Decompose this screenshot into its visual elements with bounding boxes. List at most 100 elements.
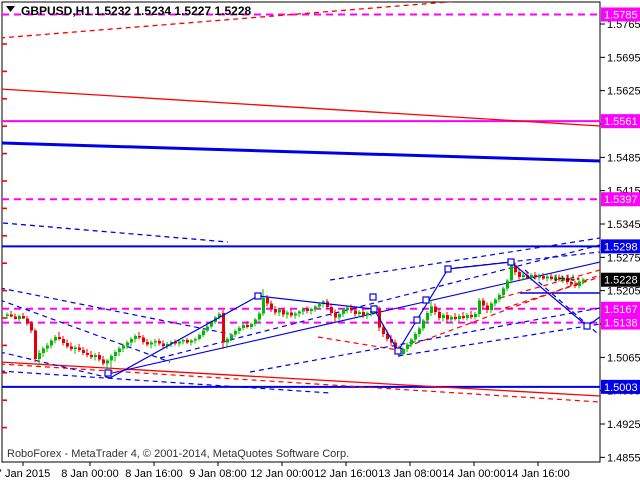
zigzag-vertex-square [583,322,591,330]
candle-bear [362,312,365,316]
dashed-trendline[interactable] [0,300,171,363]
candle-bull [54,336,57,341]
candle-bear [454,316,457,319]
candle-bear [102,359,105,364]
left-edge-tick-marks [2,43,7,429]
dashed-trendline[interactable] [0,287,231,335]
chart-collapse-arrow-icon[interactable] [6,6,15,12]
candle-bull [202,330,205,335]
candle-bull [358,312,361,314]
candle-bear [518,272,521,277]
dashed-trendline[interactable] [2,222,229,243]
candle-bull [458,315,461,319]
y-tick-label: 1.5345 [607,219,640,231]
y-tick-label: 1.5765 [607,19,640,31]
candle-bull [298,311,301,314]
candle-bull [578,281,581,286]
candle-bull [6,314,9,316]
candle-bear [290,312,293,316]
solid-trendline[interactable] [107,261,600,375]
candle-bull [126,342,129,346]
y-tick-label: 1.5065 [607,352,640,364]
zigzag-line[interactable] [109,261,600,379]
candle-bull [502,288,505,295]
candle-bear [434,306,437,313]
candle-bull [478,300,481,314]
dashed-trendline[interactable] [159,244,600,359]
candle-bull [218,314,221,318]
price-label-bg [601,7,640,22]
dashed-trendline[interactable] [0,370,331,394]
y-tick-label: 1.5625 [607,86,640,98]
candle-bear [550,276,553,279]
candle-bear [438,312,441,318]
candle-bull [154,341,157,343]
candle-bull [410,339,413,345]
candle-bear [142,337,145,343]
candle-bull [442,314,445,318]
candle-annotation-glyph: + [558,274,566,284]
dashed-trendline[interactable] [504,276,600,309]
candle-bull [546,276,549,279]
candle-bear [82,350,85,354]
x-tick-label: 9 Jan 08:00 [189,468,247,480]
zigzag-vertex-square [422,296,430,304]
dashed-trendline[interactable] [0,363,600,403]
candle-bull [426,313,429,321]
copyright-text: RoboForex - MetaTrader 4, © 2001-2014, M… [7,448,349,460]
candle-bull [130,338,133,343]
candle-bear [446,314,449,320]
solid-trendline[interactable] [0,141,600,163]
dashed-trendline[interactable] [329,237,600,281]
candle-bull [366,313,369,316]
candle-bull [582,279,585,282]
candle-bear [566,277,569,283]
candle-bear [274,309,277,313]
x-tick-label: 14 Jan 00:00 [442,468,506,480]
candle-bull [190,340,193,343]
candle-bull [302,309,305,312]
dashed-trendline[interactable] [454,251,600,269]
candle-bull [238,327,241,332]
trend-lines[interactable] [0,1,605,403]
candle-bull [170,342,173,344]
x-tick-label: 7 Jan 2015 [0,468,50,480]
solid-trendline[interactable] [0,88,600,127]
dashed-trendline[interactable] [0,1,460,39]
zigzag-vertex-square [104,369,112,377]
y-tick-label: 1.5205 [607,286,640,298]
candle-bull [278,310,281,313]
candle-bear [330,306,333,314]
candle-bull [318,304,321,307]
candle-bear [86,353,89,355]
candle-bear [558,277,561,280]
dashed-trendline[interactable] [0,351,111,379]
zigzag-vertex-square [369,293,377,301]
y-tick-label: 1.5695 [607,52,640,64]
candle-bull [402,349,405,354]
candle-bear [386,334,389,339]
candle-bull [286,312,289,315]
price-label-bg [601,114,640,129]
horizontal-level-lines[interactable] [2,13,600,388]
zigzag-forecast[interactable] [104,258,600,379]
candle-bull [342,310,345,314]
candle-bull [310,308,313,312]
candle-bear [34,330,37,359]
y-tick-label: 1.5275 [607,252,640,264]
candle-bear [10,314,13,317]
candle-bear [78,347,81,351]
candle-bull [466,314,469,318]
candle-bear [246,324,249,327]
dashed-trendline[interactable] [397,323,600,357]
solid-trendline[interactable] [0,361,600,397]
candle-bull [106,360,109,364]
candle-annotation-glyph: ↓ [569,274,577,284]
x-tick-label: 8 Jan 16:00 [125,468,183,480]
candle-bull [418,328,421,334]
candle-bull [250,324,253,327]
candle-bear [574,284,577,286]
candle-bull [50,340,53,346]
